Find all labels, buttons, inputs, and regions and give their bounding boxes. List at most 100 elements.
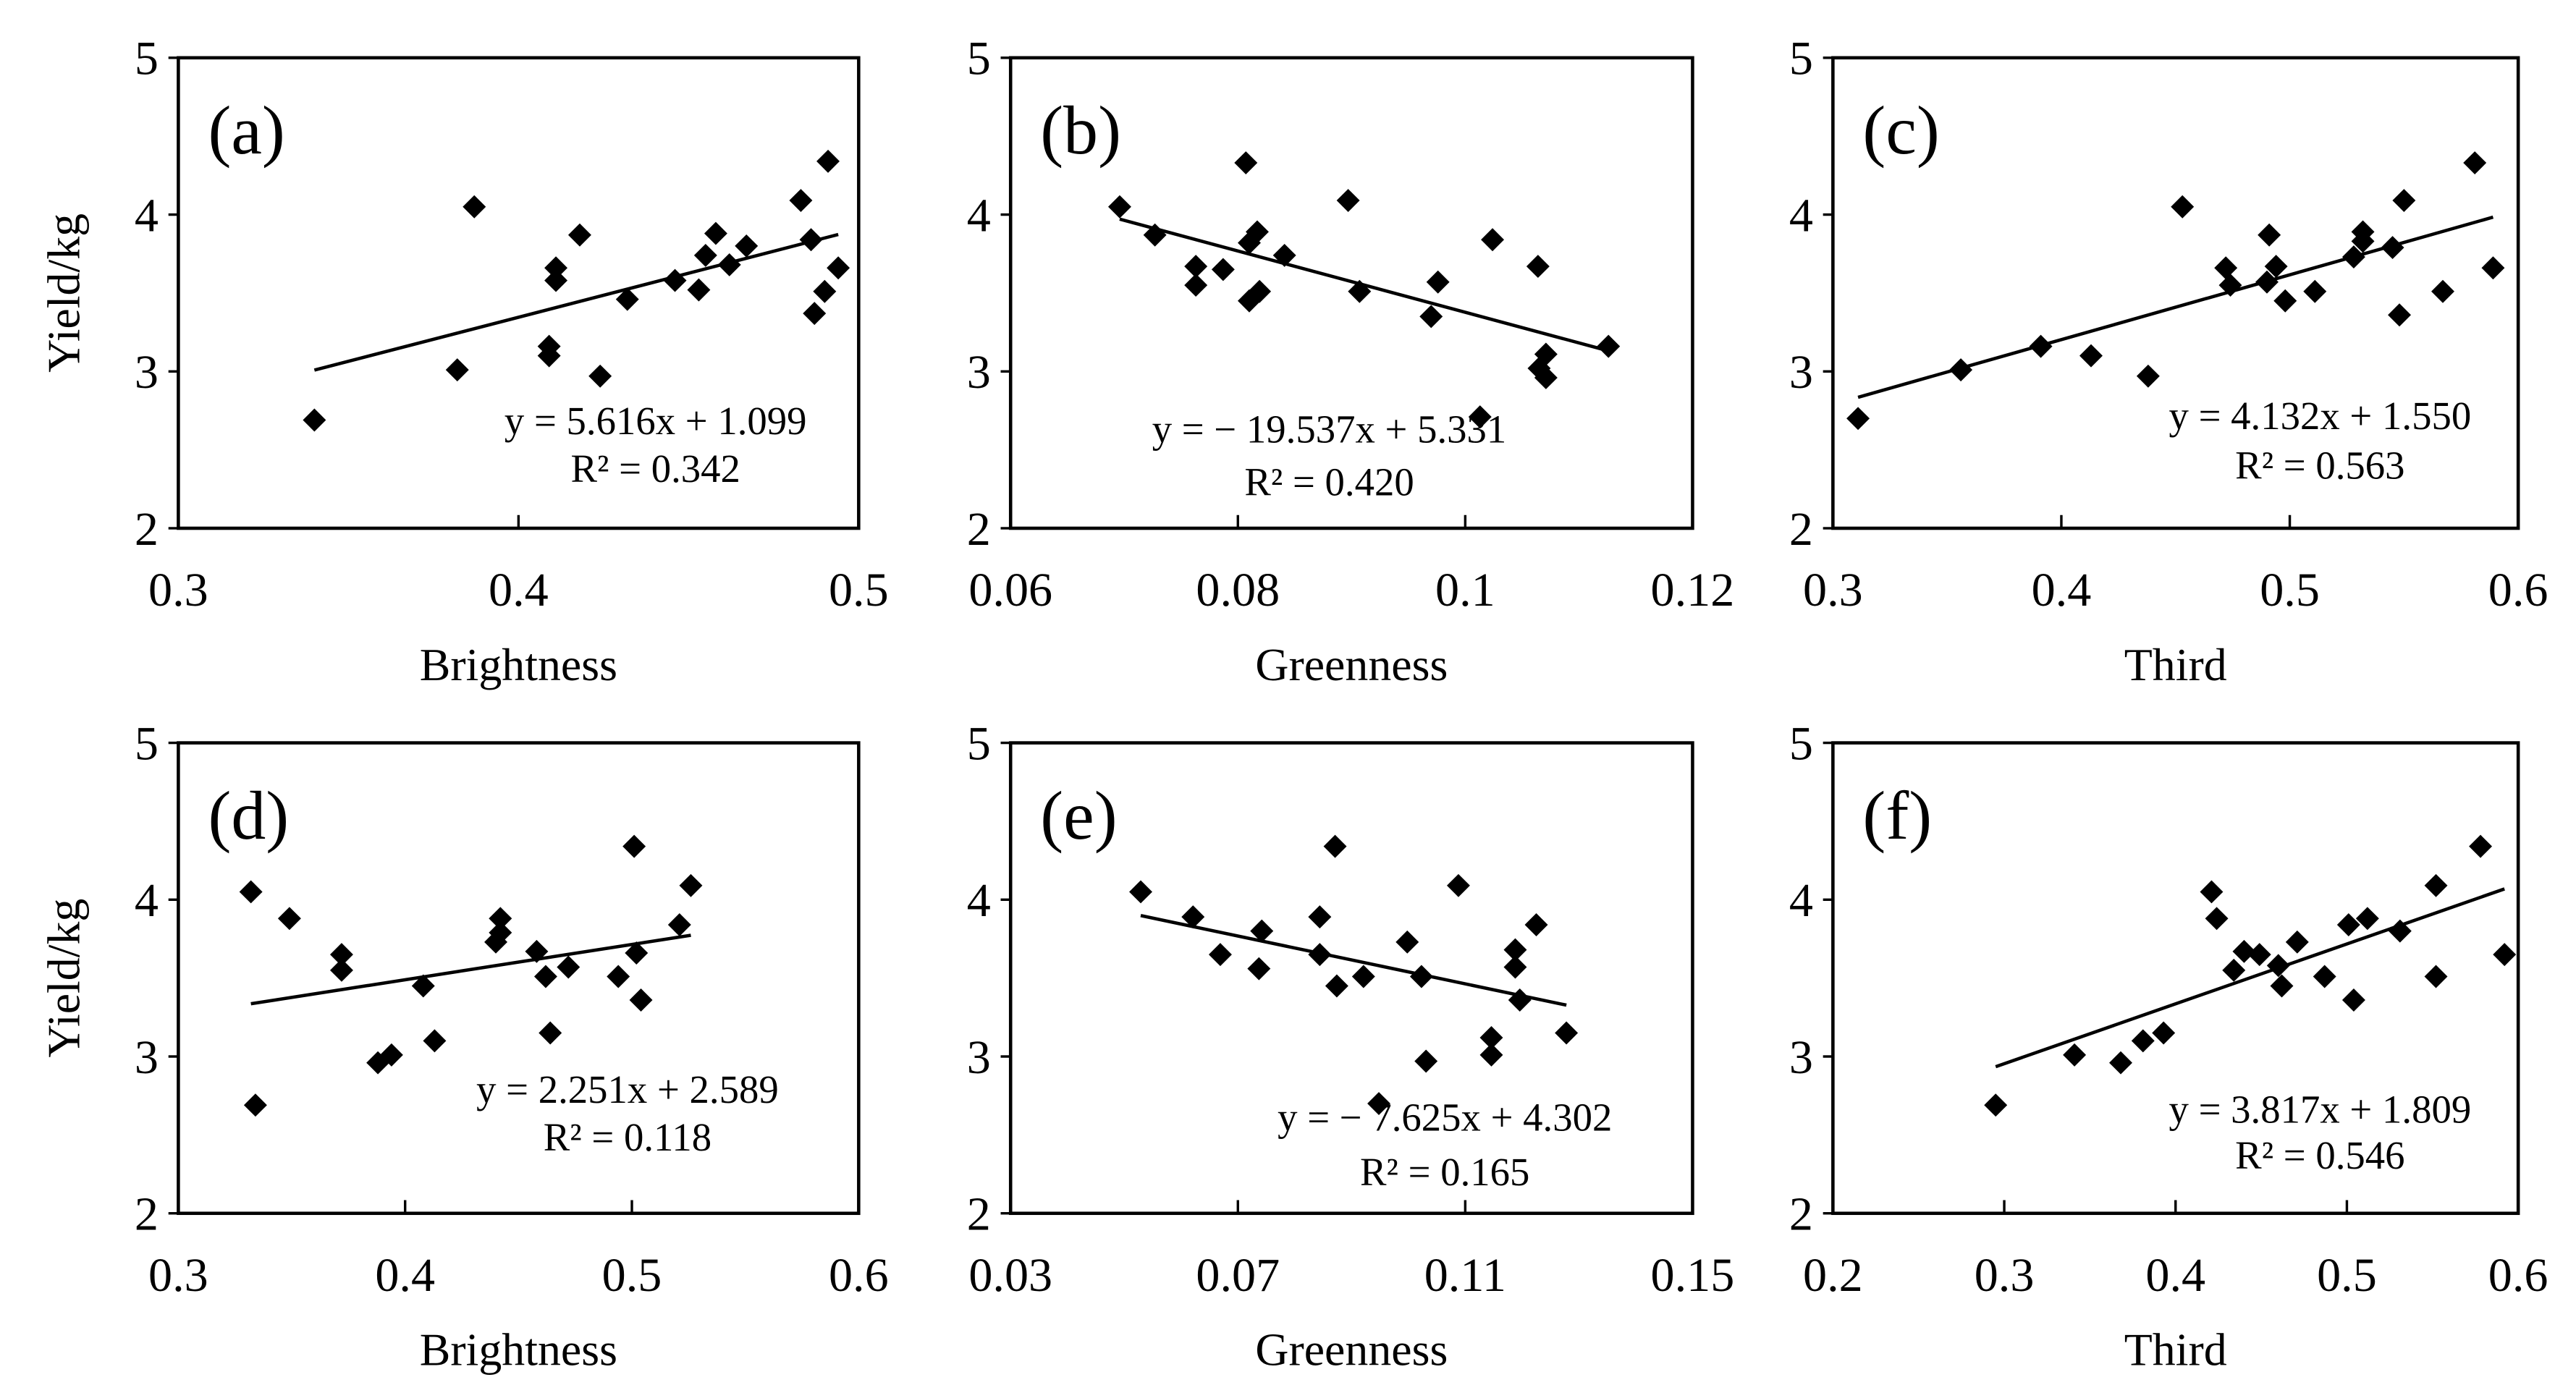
data-point-diamond	[2264, 255, 2288, 279]
r-squared-label: R² = 0.342	[571, 446, 740, 491]
data-point-diamond	[1984, 1093, 2008, 1117]
y-tick-label: 2	[135, 503, 159, 556]
y-tick-label: 3	[135, 346, 159, 399]
data-point-diamond	[1367, 1092, 1390, 1116]
data-point-diamond	[2392, 189, 2416, 213]
data-point-diamond	[1555, 1021, 1579, 1045]
x-tick-label: 0.6	[2488, 1249, 2548, 1302]
y-tick-label: 5	[967, 717, 991, 770]
data-point-diamond	[1325, 974, 1348, 998]
data-point-diamond	[735, 234, 759, 258]
r-squared-label: R² = 0.546	[2235, 1133, 2404, 1177]
x-tick-label: 0.5	[829, 564, 889, 617]
data-point-diamond	[1409, 965, 1433, 988]
data-point-diamond	[1143, 223, 1167, 247]
data-point-diamond	[2222, 958, 2246, 982]
y-tick-label: 2	[1789, 1188, 1813, 1241]
panel-label: (f)	[1862, 777, 1932, 854]
data-point-diamond	[679, 873, 703, 897]
y-tick-label: 4	[135, 189, 159, 242]
data-point-diamond	[539, 1021, 562, 1045]
x-tick-label: 0.5	[602, 1249, 662, 1302]
data-point-diamond	[2171, 195, 2195, 219]
data-point-diamond	[827, 256, 850, 280]
data-point-diamond	[489, 920, 512, 944]
data-point-diamond	[813, 279, 837, 303]
x-tick-label: 0.3	[148, 1249, 208, 1302]
x-tick-label: 0.07	[1196, 1249, 1280, 1302]
plot-frame	[1831, 741, 2520, 1216]
data-point-diamond	[687, 278, 711, 302]
data-point-diamond	[1108, 195, 1131, 219]
data-point-diamond	[1395, 930, 1419, 954]
panel-d: 2 3 4 5 0.3 0.4 0.5 0.6 Brightness Yield/kg (d) y =…	[38, 717, 889, 1375]
data-point-diamond	[717, 253, 741, 276]
data-point-diamond	[379, 1043, 403, 1067]
data-point-diamond	[330, 943, 353, 967]
y-tick-label: 4	[1789, 189, 1813, 242]
data-point-diamond	[667, 913, 691, 936]
data-point-diamond	[2109, 1051, 2132, 1075]
regression-equation: y = − 19.537x + 5.331	[1152, 407, 1507, 451]
data-point-diamond	[663, 268, 687, 292]
data-point-diamond	[2381, 236, 2404, 260]
y-tick-label: 5	[1789, 717, 1813, 770]
data-point-diamond	[2136, 364, 2160, 388]
y-tick-label: 2	[135, 1188, 159, 1241]
data-point-diamond	[2469, 834, 2493, 858]
data-point-diamond	[2424, 965, 2448, 988]
data-point-diamond	[277, 907, 301, 931]
data-point-diamond	[799, 228, 823, 252]
data-point-diamond	[2285, 930, 2309, 954]
regression-line	[250, 933, 691, 1006]
data-point-diamond	[2351, 229, 2375, 253]
x-tick-label: 0.11	[1424, 1249, 1506, 1302]
data-point-diamond	[1526, 255, 1550, 279]
data-point-diamond	[2341, 988, 2365, 1012]
x-tick-label: 0.1	[1435, 564, 1495, 617]
data-point-diamond	[1524, 913, 1548, 936]
data-point-diamond	[2341, 245, 2365, 269]
regression-equation: y = 3.817x + 1.809	[2169, 1087, 2472, 1131]
x-tick-label: 0.4	[2032, 564, 2092, 617]
data-point-diamond	[1414, 1049, 1438, 1073]
data-point-diamond	[239, 880, 263, 904]
y-tick-label: 5	[135, 33, 159, 85]
panel-e: 2 3 4 5 0.03 0.07 0.11 0.15 Greenness (e) y = − 7.…	[967, 717, 1735, 1375]
x-tick-label: 0.5	[2260, 564, 2320, 617]
plot-frame	[1008, 741, 1694, 1216]
data-point-diamond	[2131, 1029, 2155, 1053]
data-point-diamond	[2481, 256, 2505, 280]
data-point-diamond	[1949, 358, 1973, 382]
panel-label: (b)	[1040, 92, 1121, 169]
data-point-diamond	[2255, 270, 2279, 294]
regression-line	[1140, 914, 1567, 1007]
panel-c: 2 3 4 5 0.3 0.4 0.5 0.6 Third (c) y = 4.132x + 1.5…	[1789, 33, 2548, 690]
data-point-diamond	[1597, 334, 1621, 358]
plot-frame	[177, 741, 861, 1216]
panel-label: (e)	[1040, 777, 1117, 854]
data-point-diamond	[816, 149, 840, 173]
data-point-diamond	[1308, 905, 1332, 929]
data-point-diamond	[1503, 955, 1527, 979]
y-tick-label: 4	[135, 874, 159, 927]
panel-f: 2 3 4 5 0.2 0.3 0.4 0.5 0.6 Third (f) y = 3.817x + …	[1789, 717, 2548, 1375]
data-point-diamond	[2493, 943, 2517, 967]
data-point-diamond	[567, 223, 591, 247]
data-point-diamond	[1211, 258, 1235, 281]
data-point-diamond	[789, 189, 813, 213]
data-point-diamond	[489, 907, 512, 931]
y-tick-label: 5	[967, 33, 991, 85]
x-tick-label: 0.6	[2488, 564, 2548, 617]
data-point-diamond	[622, 834, 646, 858]
data-point-diamond	[303, 408, 326, 432]
data-point-diamond	[1419, 305, 1443, 329]
data-point-diamond	[2463, 151, 2487, 175]
data-point-diamond	[2247, 943, 2271, 967]
x-axis-label: Brightness	[420, 1324, 617, 1376]
panel-a: 2 3 4 5 0.3 0.4 0.5 Brightness Yield/kg (a) y = 5.…	[38, 33, 889, 690]
data-point-diamond	[2266, 954, 2290, 978]
data-point-diamond	[2388, 919, 2412, 943]
regression-line	[313, 232, 839, 372]
regression-equation: y = 5.616x + 1.099	[504, 399, 807, 443]
